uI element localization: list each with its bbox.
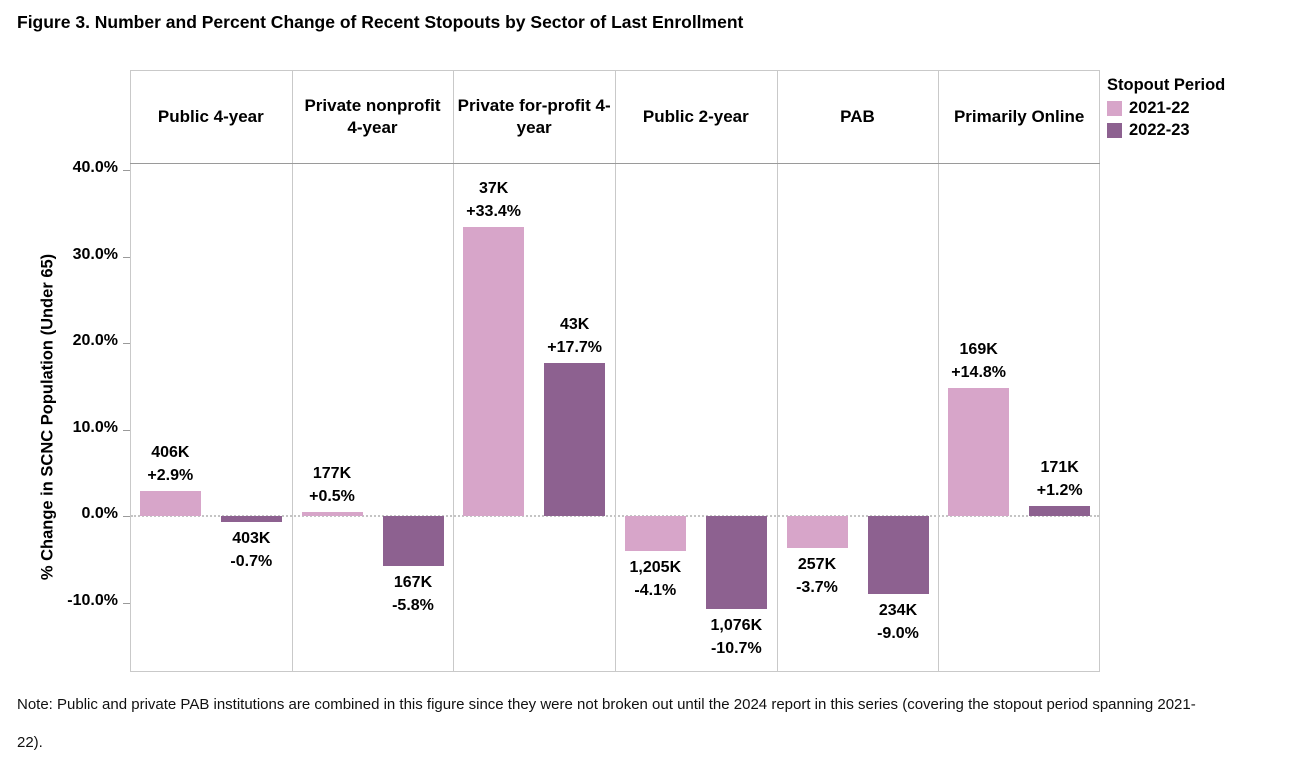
panel-separator <box>453 71 455 671</box>
bar-value-label: 1,205K -4.1% <box>629 559 682 600</box>
bar-value-label: 234K -9.0% <box>877 601 919 642</box>
panel-header-primarily-online: Primarily Online <box>953 106 1085 126</box>
panel-header-pab: PAB <box>840 106 875 126</box>
y-tick-label: 10.0% <box>72 418 118 436</box>
bar-2021-22-public-4-year <box>139 490 201 516</box>
bar-2022-23-public-4-year <box>220 516 282 523</box>
legend-title: Stopout Period <box>1107 76 1226 94</box>
bar-2021-22-pab <box>786 516 848 548</box>
bar-value-label: 177K +0.5% <box>309 464 355 505</box>
bar-value-label: 1,076K -10.7% <box>710 616 763 657</box>
bar-2021-22-primarily-online <box>948 387 1010 516</box>
legend: Stopout Period 2021-22 2022-23 <box>1107 76 1225 143</box>
y-tick-label: 40.0% <box>72 159 118 176</box>
y-tick-label: 0.0% <box>81 505 118 522</box>
y-tick-label: -10.0% <box>67 591 118 609</box>
bar-2022-23-private-for-profit-4-year <box>544 362 606 516</box>
y-tick-mark <box>123 343 130 344</box>
y-tick-mark <box>123 170 130 171</box>
panel-header-public-2-year: Public 2-year <box>642 106 749 126</box>
bar-value-label: 43K +17.7% <box>547 315 603 356</box>
bar-2022-23-public-2-year <box>705 516 767 609</box>
legend-item-2022-23: 2022-23 <box>1107 121 1225 140</box>
bar-2022-23-primarily-online <box>1029 505 1091 516</box>
y-tick-label: 20.0% <box>72 332 118 349</box>
header-rule <box>130 163 1100 164</box>
panel-separator <box>615 71 616 671</box>
figure-note: Note: Public and private PAB institution… <box>17 696 1196 751</box>
panel-separator <box>938 71 940 671</box>
panel-separator <box>776 71 778 671</box>
bar-value-label: 37K +33.4% <box>466 180 522 221</box>
bar-value-label: 257K -3.7% <box>796 556 838 596</box>
bar-2021-22-private-for-profit-4-year <box>463 227 525 516</box>
bar-2021-22-private-nonprofit-4-year <box>301 511 363 516</box>
legend-item-2021-22: 2021-22 <box>1107 99 1225 118</box>
bar-value-label: 406K +2.9% <box>147 443 194 484</box>
y-tick-mark <box>123 429 130 431</box>
legend-label: 2021-22 <box>1129 99 1190 117</box>
y-tick-mark <box>123 256 130 258</box>
panel-header-private-nonprofit-4-year: Private nonprofit 4-year <box>304 95 441 137</box>
bar-value-label: 167K -5.8% <box>392 574 434 615</box>
panel-header-private-for-profit-4-year: Private for-profit 4-year <box>457 95 611 137</box>
bar-2022-23-pab <box>867 516 929 594</box>
panel-separator <box>291 71 293 671</box>
bar-2021-22-public-2-year <box>624 516 686 552</box>
y-tick-label: 30.0% <box>72 245 118 263</box>
figure-title: Figure 3. Number and Percent Change of R… <box>17 12 744 32</box>
legend-swatch <box>1107 123 1122 138</box>
y-axis-label: % Change in SCNC Population (Under 65) <box>38 253 57 581</box>
panel-header-public-4-year: Public 4-year <box>157 106 264 126</box>
legend-label: 2022-23 <box>1129 121 1190 139</box>
legend-swatch <box>1107 101 1122 116</box>
y-tick-mark <box>123 602 130 604</box>
legend-items: 2021-22 2022-23 <box>1107 99 1225 140</box>
y-tick-mark <box>123 516 130 517</box>
bar-value-label: 169K +14.8% <box>951 340 1007 381</box>
bar-2022-23-private-nonprofit-4-year <box>382 516 444 567</box>
bar-value-label: 171K +1.2% <box>1036 458 1083 499</box>
bar-value-label: 403K -0.7% <box>230 530 273 571</box>
chart-frame <box>130 70 1100 672</box>
